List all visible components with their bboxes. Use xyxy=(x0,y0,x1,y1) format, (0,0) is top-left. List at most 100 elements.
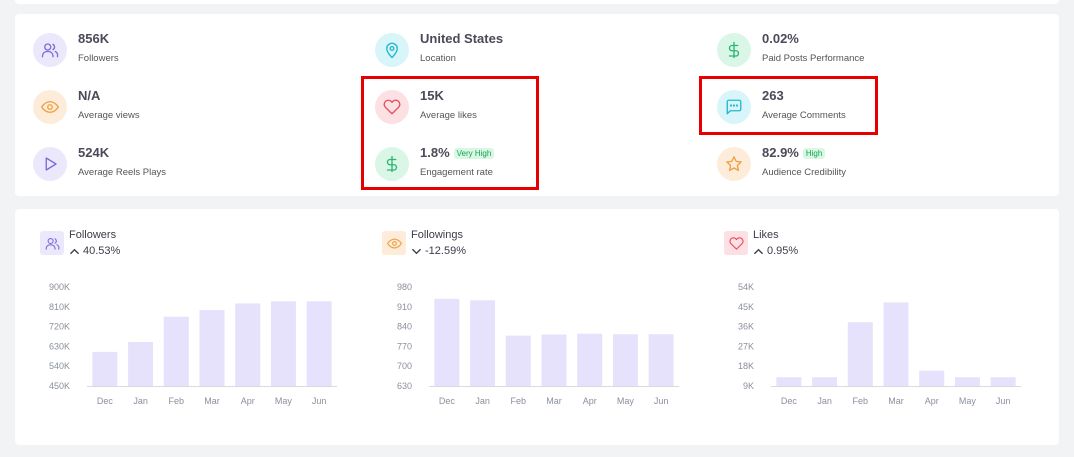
dollar-icon xyxy=(717,33,751,67)
y-tick-label: 54K xyxy=(738,282,754,292)
x-tick-label: Apr xyxy=(241,396,255,406)
chevron-down-icon xyxy=(412,248,421,254)
stat-value: 263 xyxy=(762,88,784,103)
bar xyxy=(470,300,496,386)
y-tick-label: 45K xyxy=(738,302,754,312)
x-tick-label: Jun xyxy=(654,396,669,406)
stat-number: 82.9% xyxy=(762,145,799,160)
bar xyxy=(577,333,603,386)
chart-title: Likes xyxy=(753,229,779,241)
bar xyxy=(128,342,154,386)
x-tick-label: Feb xyxy=(511,396,527,406)
y-tick-label: 540K xyxy=(49,361,70,371)
x-tick-label: Dec xyxy=(439,396,456,406)
stat-audience-credibility: 82.9% High Audience Credibility xyxy=(717,145,967,185)
x-tick-label: Jun xyxy=(996,396,1011,406)
x-tick-label: Apr xyxy=(925,396,939,406)
location-pin-icon xyxy=(375,33,409,67)
bar xyxy=(648,334,674,386)
chart-change: 40.53% xyxy=(69,245,120,257)
stat-label: Paid Posts Performance xyxy=(762,53,865,64)
y-tick-label: 980 xyxy=(397,282,412,292)
bar xyxy=(954,377,980,386)
bar xyxy=(235,303,261,386)
eye-icon xyxy=(33,90,67,124)
followings-bar-chart: 980 910 840 770 700 630 Dec Jan Feb Mar Apr May Jun xyxy=(397,282,679,406)
x-tick-label: Mar xyxy=(888,396,904,406)
status-badge: High xyxy=(802,148,826,159)
x-tick-label: May xyxy=(617,396,635,406)
stat-number: 1.8% xyxy=(420,145,450,160)
y-tick-label: 36K xyxy=(738,322,754,332)
bar xyxy=(270,301,296,386)
y-tick-label: 720K xyxy=(49,322,70,332)
eye-icon xyxy=(382,231,406,255)
bar xyxy=(812,377,838,386)
users-icon xyxy=(33,33,67,67)
x-tick-label: Jan xyxy=(133,396,148,406)
bar xyxy=(612,334,638,386)
comment-icon xyxy=(717,90,751,124)
stat-value: 1.8% Very High xyxy=(420,145,495,160)
bar xyxy=(163,316,189,386)
y-tick-label: 18K xyxy=(738,361,754,371)
stat-value: 524K xyxy=(78,145,110,160)
x-tick-label: Dec xyxy=(97,396,114,406)
stat-reels-plays: 524K Average Reels Plays xyxy=(33,145,283,185)
stat-average-likes: 15K Average likes xyxy=(375,88,525,128)
y-tick-label: 27K xyxy=(738,341,754,351)
x-tick-label: Jan xyxy=(475,396,490,406)
stat-value: United States xyxy=(420,31,504,46)
stat-value: 0.02% xyxy=(762,31,799,46)
stat-paid-posts: 0.02% Paid Posts Performance xyxy=(717,31,967,71)
chart-followers: Followers 40.53% 900K 810K 720K 630K 540K 450… xyxy=(40,209,360,445)
y-tick-label: 9K xyxy=(743,381,754,391)
heart-icon xyxy=(375,90,409,124)
y-tick-label: 630K xyxy=(49,341,70,351)
stat-label: Location xyxy=(420,53,456,64)
play-icon xyxy=(33,147,67,181)
stat-label: Followers xyxy=(78,53,119,64)
stat-value: 856K xyxy=(78,31,110,46)
chart-title: Followings xyxy=(411,229,463,241)
bar xyxy=(776,377,802,386)
stat-location: United States Location xyxy=(375,31,625,71)
chart-change-value: -12.59% xyxy=(425,245,466,257)
top-card-edge xyxy=(15,0,1059,4)
stat-value: N/A xyxy=(78,88,101,103)
x-tick-label: Apr xyxy=(583,396,597,406)
stat-label: Average likes xyxy=(420,110,477,121)
bar xyxy=(847,322,873,386)
y-tick-label: 770 xyxy=(397,341,412,351)
bar xyxy=(505,335,531,386)
heart-icon xyxy=(724,231,748,255)
star-icon xyxy=(717,147,751,181)
stat-label: Average Comments xyxy=(762,110,846,121)
chart-change: -12.59% xyxy=(411,245,466,257)
stat-average-comments: 263 Average Comments xyxy=(717,88,867,128)
stat-value: 15K xyxy=(420,88,444,103)
stat-average-views: N/A Average views xyxy=(33,88,283,128)
likes-bar-chart: 54K 45K 36K 27K 18K 9K Dec Jan Feb Mar Apr May Jun xyxy=(738,282,1021,406)
y-tick-label: 910 xyxy=(397,302,412,312)
x-tick-label: May xyxy=(959,396,977,406)
x-tick-label: Jan xyxy=(817,396,832,406)
chevron-up-icon xyxy=(754,248,763,254)
bar xyxy=(92,351,118,386)
x-tick-label: Jun xyxy=(312,396,327,406)
chart-change: 0.95% xyxy=(753,245,798,257)
chart-change-value: 40.53% xyxy=(83,245,121,257)
bar xyxy=(306,301,332,386)
status-badge: Very High xyxy=(453,148,495,159)
x-tick-label: Dec xyxy=(781,396,798,406)
charts-card: Followers 40.53% 900K 810K 720K 630K 540K 450… xyxy=(15,209,1059,445)
y-tick-label: 900K xyxy=(49,282,70,292)
bar xyxy=(199,310,225,386)
chevron-up-icon xyxy=(70,248,79,254)
users-icon xyxy=(40,231,64,255)
bar xyxy=(919,370,945,386)
dollar-icon xyxy=(375,147,409,181)
x-tick-label: Feb xyxy=(169,396,185,406)
y-tick-label: 630 xyxy=(397,381,412,391)
bar xyxy=(434,298,460,386)
